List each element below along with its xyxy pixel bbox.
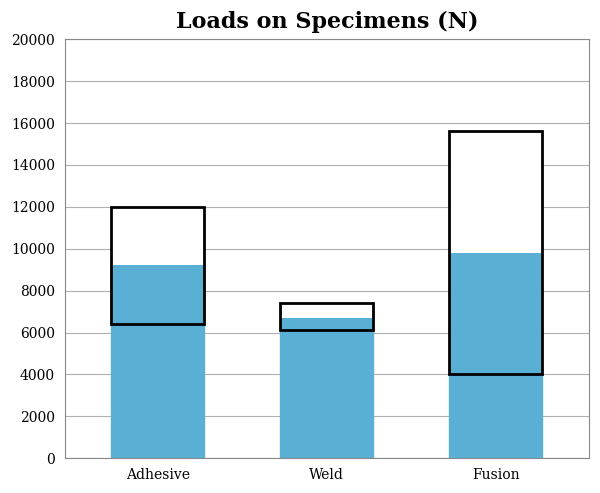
Bar [112, 266, 204, 324]
Bar [449, 253, 542, 374]
Bar [280, 318, 373, 330]
Bar [280, 318, 373, 458]
Bar [449, 132, 542, 374]
Bar [112, 266, 204, 458]
Bar [280, 303, 373, 330]
Bar [112, 207, 204, 324]
Bar [280, 303, 373, 330]
Bar [112, 207, 204, 324]
Bar [449, 253, 542, 458]
Bar [449, 132, 542, 374]
Title: Loads on Specimens (N): Loads on Specimens (N) [176, 11, 478, 33]
